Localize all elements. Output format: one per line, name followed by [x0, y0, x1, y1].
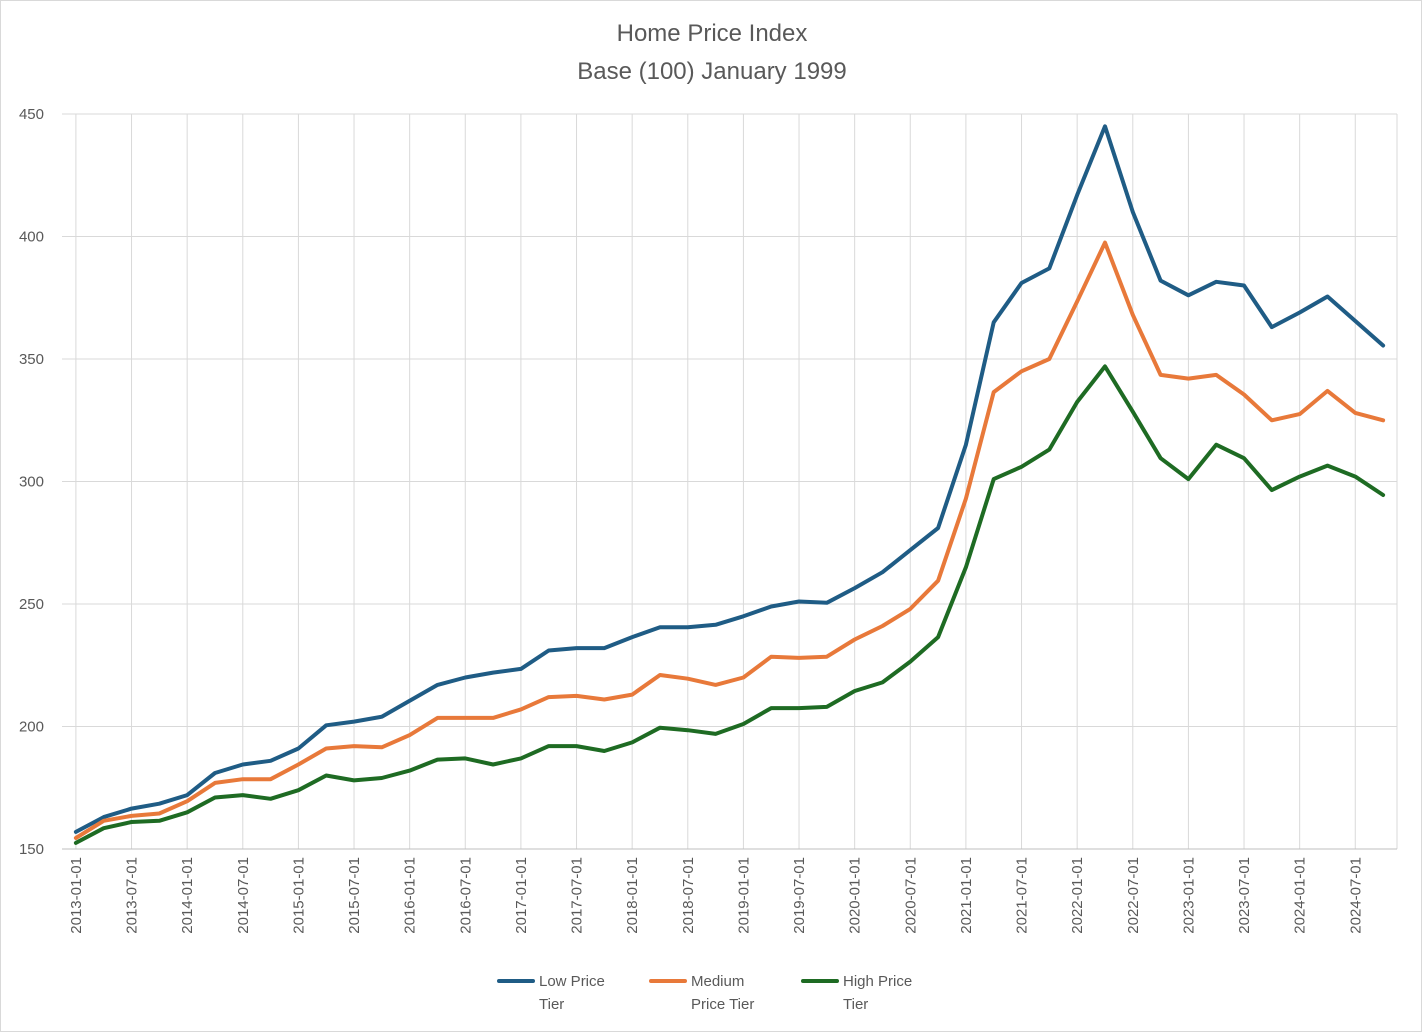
y-tick-label: 250 — [19, 596, 44, 613]
x-tick-label: 2016-07-01 — [457, 857, 474, 934]
x-tick-label: 2015-07-01 — [346, 857, 363, 934]
series-lines — [73, 124, 1386, 845]
x-tick-label: 2017-07-01 — [569, 857, 586, 934]
y-tick-label: 400 — [19, 229, 44, 246]
y-tick-label: 300 — [19, 474, 44, 491]
y-tick-label: 350 — [19, 351, 44, 368]
chart-subtitle: Base (100) January 1999 — [577, 58, 847, 85]
legend-item-medium: Medium Price Tier — [649, 970, 775, 1016]
y-tick-label: 200 — [19, 719, 44, 736]
x-tick-label: 2018-07-01 — [680, 857, 697, 934]
x-tick-label: 2016-01-01 — [402, 857, 419, 934]
chart-title: Home Price Index — [616, 20, 808, 47]
x-tick-label: 2020-07-01 — [902, 857, 919, 934]
x-tick-label: 2019-07-01 — [791, 857, 808, 934]
x-tick-label: 2021-01-01 — [958, 857, 975, 934]
legend-item-high: High Price Tier — [801, 970, 927, 1016]
x-axis-ticks: 2013-01-01 2013-07-01 2014-01-01 2014-07-01… — [68, 857, 1364, 934]
x-tick-label: 2017-01-01 — [513, 857, 530, 934]
x-tick-label: 2022-07-01 — [1125, 857, 1142, 934]
y-tick-label: 450 — [19, 106, 44, 123]
x-tick-label: 2021-07-01 — [1014, 857, 1031, 934]
x-tick-label: 2019-01-01 — [735, 857, 752, 934]
x-tick-label: 2014-07-01 — [235, 857, 252, 934]
series-line-medium-price-tier — [73, 240, 1386, 840]
x-tick-label: 2024-07-01 — [1347, 857, 1364, 934]
x-tick-label: 2023-07-01 — [1236, 857, 1253, 934]
legend-swatch-high — [801, 979, 839, 983]
x-tick-label: 2015-01-01 — [290, 857, 307, 934]
x-tick-label: 2022-01-01 — [1069, 857, 1086, 934]
legend-label-medium: Medium Price Tier — [691, 973, 755, 1013]
series-line-low-price-tier — [73, 124, 1386, 834]
y-axis-ticks: 150 200 250 300 350 400 450 — [19, 106, 44, 858]
x-tick-label: 2018-01-01 — [624, 857, 641, 934]
legend-label-low: Low Price Tier — [539, 973, 605, 1013]
x-tick-label: 2013-01-01 — [68, 857, 85, 934]
legend: Low Price Tier Medium Price Tier High Pr… — [0, 970, 1424, 1016]
legend-swatch-medium — [649, 979, 687, 983]
series-line-high-price-tier — [73, 364, 1386, 845]
y-tick-label: 150 — [19, 841, 44, 858]
x-tick-label: 2024-01-01 — [1292, 857, 1309, 934]
legend-item-low: Low Price Tier — [497, 970, 623, 1016]
legend-swatch-low — [497, 979, 535, 983]
legend-label-high: High Price Tier — [843, 973, 913, 1013]
x-tick-label: 2014-01-01 — [179, 857, 196, 934]
x-tick-label: 2013-07-01 — [124, 857, 141, 934]
gridlines — [62, 113, 1398, 850]
x-tick-label: 2020-01-01 — [847, 857, 864, 934]
x-tick-label: 2023-01-01 — [1180, 857, 1197, 934]
